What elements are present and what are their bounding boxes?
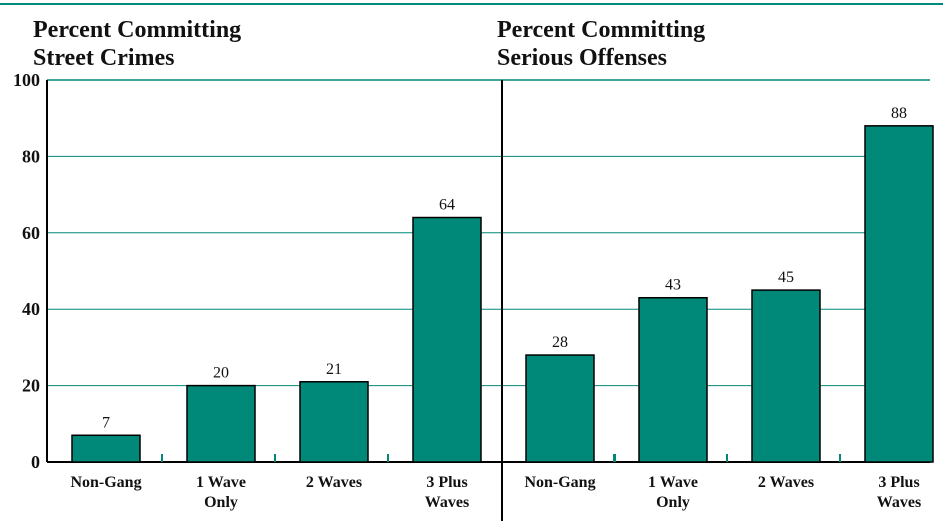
bar-panel1-3 [299,381,369,463]
panel-titles: Percent Committing Street Crimes Percent C… [33,17,705,71]
bar-panel1-2 [186,384,256,463]
data-label-panel2-4: 88 [891,105,907,122]
y-tick-label-60: 60 [22,223,40,243]
y-tick-label-40: 40 [22,299,40,319]
x-tick-label-panel1-2: 1 Wave Only [196,474,246,511]
data-label-panel1-4: 64 [439,197,455,214]
bar-panel2-3 [751,289,821,463]
y-axis-tick-labels: 0 20 40 60 80 100 [13,70,40,472]
data-label-panel1-2: 20 [213,365,229,382]
data-labels: 7 20 21 64 28 43 45 88 [102,105,907,431]
bar-panel1-4 [412,216,482,463]
x-tick-label-panel1-3: 2 Waves [306,474,362,491]
bar-panel2-1 [525,354,595,463]
x-tick-label-panel1-1: Non-Gang [70,474,141,491]
x-tick-label-panel1-4: 3 Plus Waves [425,474,469,511]
bars [71,125,934,463]
bar-panel2-4 [864,125,934,463]
x-tick-label-panel2-4: 3 Plus Waves [877,474,921,511]
x-tick-label-panel2-3: 2 Waves [758,474,814,491]
panel-title-2: Percent Committing Serious Offenses [497,17,705,71]
data-label-panel2-2: 43 [665,277,681,294]
y-tick-label-80: 80 [22,146,40,166]
data-label-panel1-1: 7 [102,414,110,431]
bar-panel1-1 [71,434,141,463]
y-tick-label-0: 0 [31,452,40,472]
data-label-panel2-1: 28 [552,334,568,351]
bar-panel2-2 [638,296,708,463]
x-axis-tick-labels: Non-Gang 1 Wave Only 2 Waves 3 Plus Waves Non-… [70,474,921,511]
data-label-panel2-3: 45 [778,269,794,286]
x-tick-label-panel2-2: 1 Wave Only [648,474,698,511]
y-tick-label-20: 20 [22,376,40,396]
data-label-panel1-3: 21 [326,361,342,378]
y-tick-label-100: 100 [13,70,40,90]
x-tick-label-panel2-1: Non-Gang [524,474,595,491]
panel-title-1: Percent Committing Street Crimes [33,17,241,71]
